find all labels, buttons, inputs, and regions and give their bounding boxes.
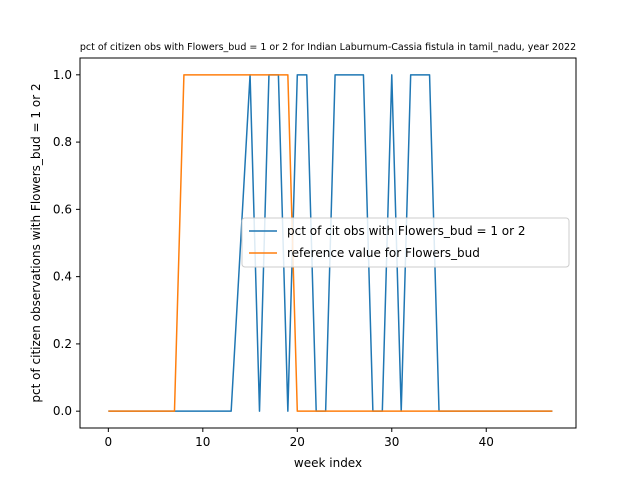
plot-area: 0 10 20 30 40 0.0 0.2 0.4 0.6 0.8 1.0	[53, 57, 577, 449]
legend-label-series-1: pct of cit obs with Flowers_bud = 1 or 2	[287, 224, 526, 238]
y-axis-label: pct of citizen observations with Flowers…	[29, 83, 43, 402]
x-tick-label: 0	[105, 435, 113, 449]
x-tick-label: 30	[384, 435, 399, 449]
legend-label-series-2: reference value for Flowers_bud	[287, 246, 480, 260]
y-tick-label: 0.2	[53, 337, 72, 351]
y-tick-label: 0.0	[53, 404, 72, 418]
x-tick-label: 40	[479, 435, 494, 449]
x-tick-label: 10	[195, 435, 210, 449]
y-tick-label: 0.4	[53, 270, 72, 284]
y-axis-ticks: 0.0 0.2 0.4 0.6 0.8 1.0	[53, 68, 80, 418]
series-line-2	[108, 74, 553, 412]
chart-title: pct of citizen obs with Flowers_bud = 1 …	[80, 42, 576, 53]
legend-box	[241, 217, 570, 268]
y-tick-label: 0.8	[53, 135, 72, 149]
y-tick-label: 1.0	[53, 68, 72, 82]
y-tick-label: 0.6	[53, 202, 72, 216]
x-axis-label: week index	[294, 456, 362, 470]
x-axis-ticks: 0 10 20 30 40	[105, 428, 494, 449]
x-tick-label: 20	[290, 435, 305, 449]
legend: pct of cit obs with Flowers_bud = 1 or 2…	[241, 217, 570, 268]
plot-frame	[79, 57, 577, 429]
